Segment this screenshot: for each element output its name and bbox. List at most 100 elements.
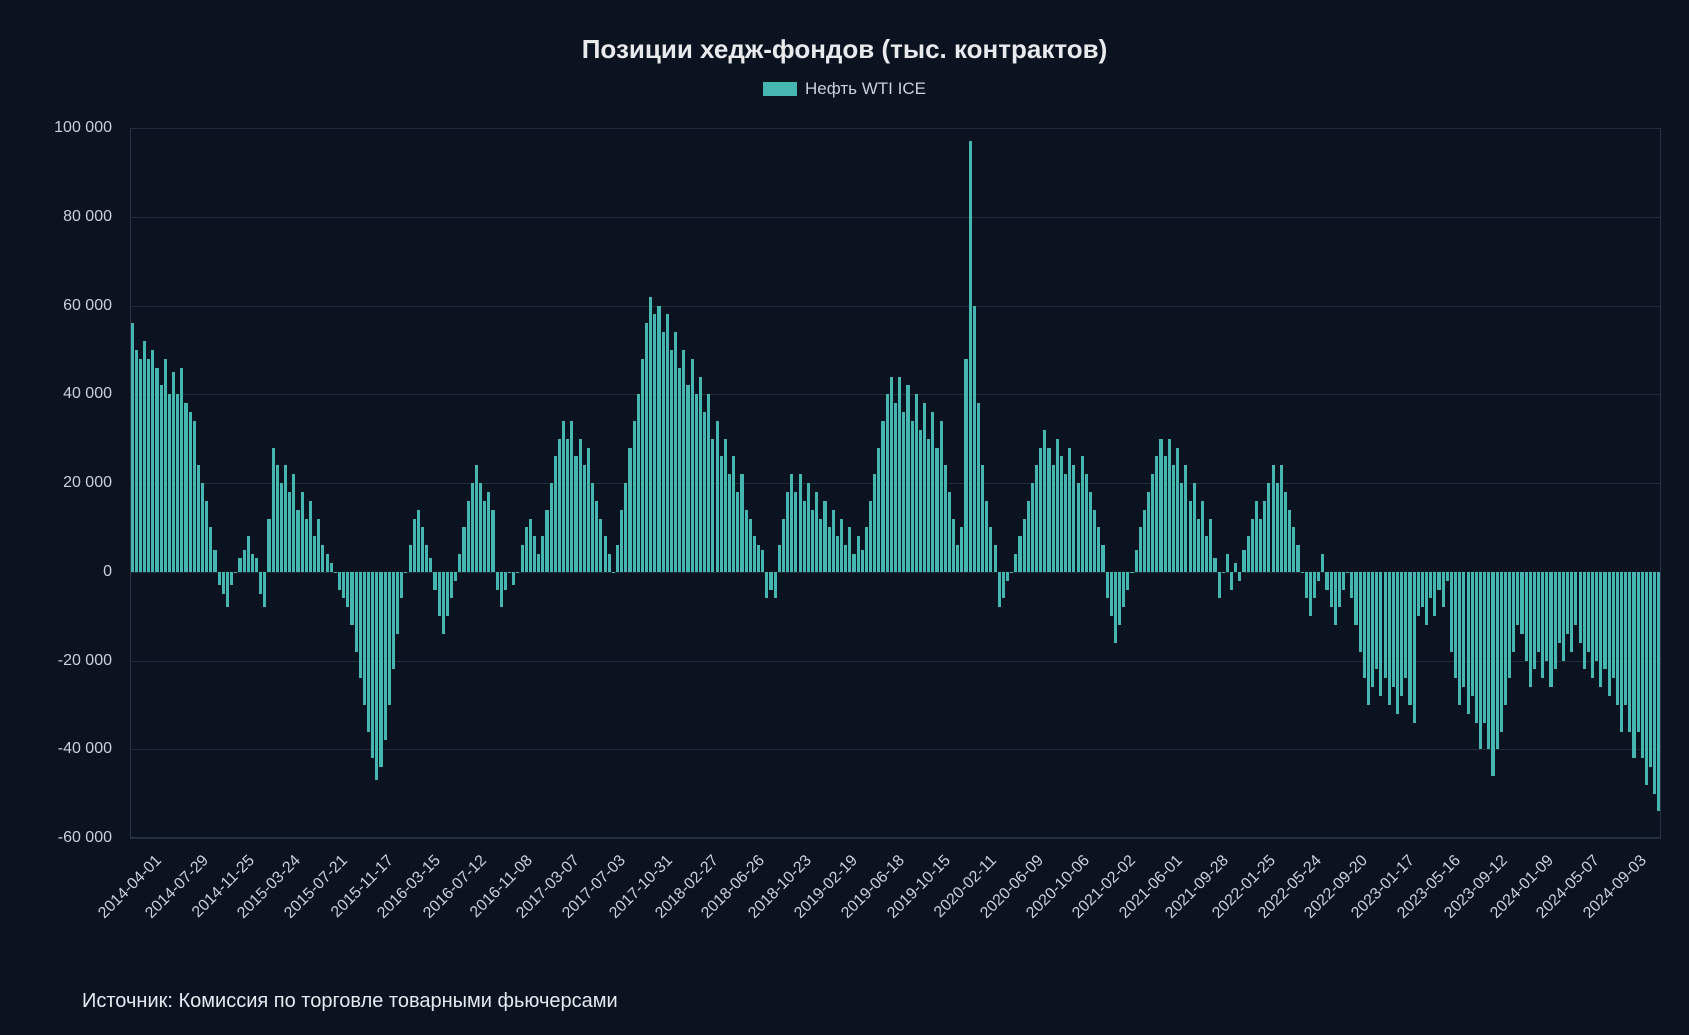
bar (209, 527, 212, 571)
bar (1039, 448, 1042, 572)
bar (1587, 572, 1590, 652)
bar (1338, 572, 1341, 608)
bar (940, 421, 943, 572)
bar (371, 572, 374, 758)
bar (251, 554, 254, 572)
bar (1458, 572, 1461, 705)
bar (857, 536, 860, 572)
bar (633, 421, 636, 572)
bar (1093, 510, 1096, 572)
bar (699, 377, 702, 572)
bar (504, 572, 507, 590)
bar (1624, 572, 1627, 705)
bar (363, 572, 366, 705)
bar (1363, 572, 1366, 679)
bar (786, 492, 789, 572)
bar (1504, 572, 1507, 705)
bar (1313, 572, 1316, 599)
bar (1010, 572, 1013, 573)
bar (819, 519, 822, 572)
bar (139, 359, 142, 572)
bar (317, 519, 320, 572)
bar (1168, 439, 1171, 572)
bar (334, 572, 337, 573)
bar (222, 572, 225, 594)
bar (1421, 572, 1424, 608)
bar (471, 483, 474, 572)
bar (213, 550, 216, 572)
bar (998, 572, 1001, 608)
bar (861, 550, 864, 572)
bar (935, 448, 938, 572)
bar (591, 483, 594, 572)
bar (653, 314, 656, 571)
bar (1139, 527, 1142, 571)
bar (1616, 572, 1619, 705)
bar (1176, 448, 1179, 572)
bar (1135, 550, 1138, 572)
bar (467, 501, 470, 572)
bar (1562, 572, 1565, 661)
bar (1189, 501, 1192, 572)
bar (828, 527, 831, 571)
bar (1429, 572, 1432, 599)
bar (579, 439, 582, 572)
bar (409, 545, 412, 572)
bar (583, 465, 586, 572)
bar (753, 536, 756, 572)
bar (1317, 572, 1320, 581)
bar (487, 492, 490, 572)
bar (164, 359, 167, 572)
bar (608, 554, 611, 572)
bar (247, 536, 250, 572)
bar (1446, 572, 1449, 581)
bar (1218, 572, 1221, 599)
bar (1500, 572, 1503, 732)
bar (321, 545, 324, 572)
bar (761, 550, 764, 572)
bar (711, 439, 714, 572)
bar (1023, 519, 1026, 572)
bar (259, 572, 262, 594)
bar (1628, 572, 1631, 732)
bar (931, 412, 934, 572)
bar (1595, 572, 1598, 661)
grid-line (130, 394, 1661, 395)
bar (1558, 572, 1561, 643)
bar (1579, 572, 1582, 643)
bar (1574, 572, 1577, 625)
bar (1554, 572, 1557, 670)
bar (1537, 572, 1540, 652)
bar (189, 412, 192, 572)
bar (1529, 572, 1532, 687)
bar (915, 394, 918, 572)
bar (1350, 572, 1353, 599)
bar (678, 368, 681, 572)
bar (1620, 572, 1623, 732)
bar (483, 501, 486, 572)
bar (288, 492, 291, 572)
bar (355, 572, 358, 652)
bar (852, 554, 855, 572)
bar (180, 368, 183, 572)
bar (877, 448, 880, 572)
grid-line (130, 128, 1661, 129)
bar (1305, 572, 1308, 599)
bar (197, 465, 200, 572)
y-tick-label: 60 000 (0, 297, 112, 315)
bar (848, 527, 851, 571)
bar (533, 536, 536, 572)
grid-line (130, 749, 1661, 750)
bar (1238, 572, 1241, 581)
bar (969, 141, 972, 571)
bar (587, 448, 590, 572)
bar (516, 572, 519, 573)
bar (1130, 572, 1133, 573)
bar (682, 350, 685, 572)
bar (160, 385, 163, 571)
bar (815, 492, 818, 572)
bar (1471, 572, 1474, 696)
bar (599, 519, 602, 572)
bar (1276, 483, 1279, 572)
bar (1072, 465, 1075, 572)
